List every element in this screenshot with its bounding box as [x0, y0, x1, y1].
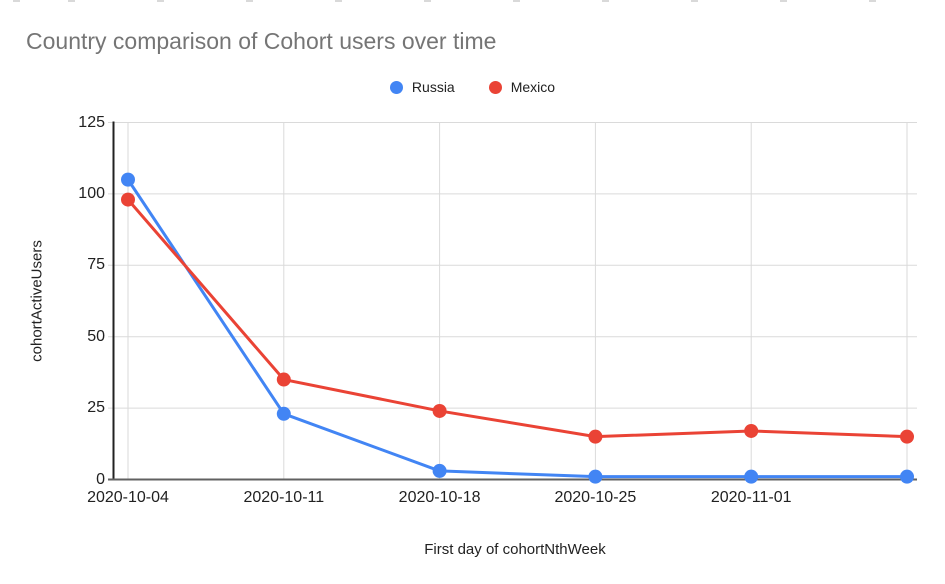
data-point-russia-2[interactable]: [432, 463, 447, 478]
legend-label-russia: Russia: [411, 79, 455, 95]
data-point-russia-1[interactable]: [276, 406, 291, 421]
x-tick-label-2020-10-11: 2020-10-11: [243, 489, 325, 506]
x-tick-label-2020-10-04: 2020-10-04: [87, 489, 169, 506]
data-point-mexico-0[interactable]: [121, 192, 135, 207]
top-edge-clipped-text-artifacts: [0, 0, 945, 2]
data-point-russia-0[interactable]: [121, 172, 135, 187]
data-point-russia-3[interactable]: [588, 469, 603, 484]
x-tick-label-2020-11-01: 2020-11-01: [710, 489, 792, 506]
y-tick-label-100: 100: [78, 184, 105, 202]
data-point-russia-4[interactable]: [744, 469, 759, 484]
legend-label-mexico: Mexico: [510, 79, 556, 95]
x-axis-title: First day of cohortNthWeek: [424, 541, 606, 558]
y-tick-label-25: 25: [87, 399, 105, 417]
data-point-mexico-5[interactable]: [900, 429, 914, 444]
y-tick-label-125: 125: [78, 113, 105, 131]
data-point-russia-5[interactable]: [900, 469, 914, 484]
series-line-mexico: [126, 198, 909, 439]
data-point-mexico-1[interactable]: [276, 372, 291, 387]
legend-item-mexico[interactable]: Mexico: [488, 79, 556, 95]
y-tick-label-50: 50: [87, 327, 105, 345]
chart-legend: Russia Mexico: [0, 79, 945, 95]
chart-title: Country comparison of Cohort users over …: [26, 28, 497, 54]
data-point-mexico-2[interactable]: [432, 403, 447, 418]
x-tick-label-2020-10-25: 2020-10-25: [554, 489, 637, 506]
legend-item-russia[interactable]: Russia: [389, 79, 455, 95]
y-tick-label-75: 75: [87, 256, 105, 274]
x-tick-label-2020-10-18: 2020-10-18: [398, 489, 481, 506]
data-point-mexico-4[interactable]: [744, 423, 759, 438]
series-line-russia: [126, 178, 909, 479]
series-color-dot-russia: [389, 80, 403, 94]
series-color-dot-mexico: [488, 80, 502, 94]
y-tick-label-0: 0: [96, 470, 105, 488]
data-point-mexico-3[interactable]: [588, 429, 603, 444]
